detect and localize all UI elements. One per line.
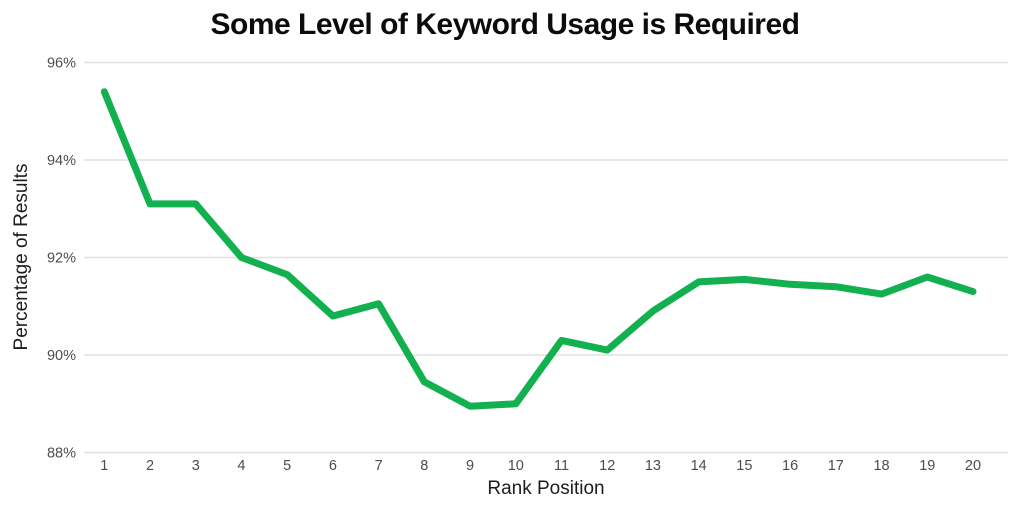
x-tick-label: 20: [965, 458, 981, 474]
x-tick-label: 4: [237, 458, 245, 474]
x-tick-label: 16: [782, 458, 798, 474]
gridlines-group: [84, 61, 1008, 454]
x-tick-label: 11: [554, 458, 569, 474]
data-line-series: [100, 88, 977, 410]
x-tick-label: 8: [420, 458, 428, 474]
chart-title: Some Level of Keyword Usage is Required: [210, 8, 800, 41]
x-tick-label: 19: [919, 458, 935, 474]
x-tick-label: 5: [283, 458, 291, 474]
y-tick-labels-group: 96% 94% 92% 90% 88%: [47, 56, 76, 462]
x-tick-label: 1: [100, 458, 108, 474]
x-tick-label: 14: [691, 458, 707, 474]
y-tick-label: 92%: [47, 251, 76, 267]
x-tick-label: 12: [599, 458, 615, 474]
y-tick-label: 96%: [47, 56, 76, 72]
y-tick-label: 88%: [47, 446, 76, 462]
y-tick-label: 94%: [47, 153, 76, 169]
x-axis-title: Rank Position: [487, 478, 605, 499]
y-tick-label: 90%: [47, 348, 76, 364]
x-tick-label: 9: [466, 458, 474, 474]
x-tick-label: 3: [192, 458, 200, 474]
x-tick-labels-group: 1 2 3 4 5 6 7 8 9 10 11 12 13 14 15 16 17 18 19 20: [100, 458, 981, 474]
x-tick-label: 17: [828, 458, 844, 474]
x-tick-label: 6: [329, 458, 337, 474]
x-tick-label: 7: [375, 458, 383, 474]
x-tick-label: 18: [873, 458, 889, 474]
x-tick-label: 15: [736, 458, 752, 474]
x-tick-label: 2: [146, 458, 154, 474]
x-tick-label: 10: [508, 458, 524, 474]
x-tick-label: 13: [645, 458, 661, 474]
